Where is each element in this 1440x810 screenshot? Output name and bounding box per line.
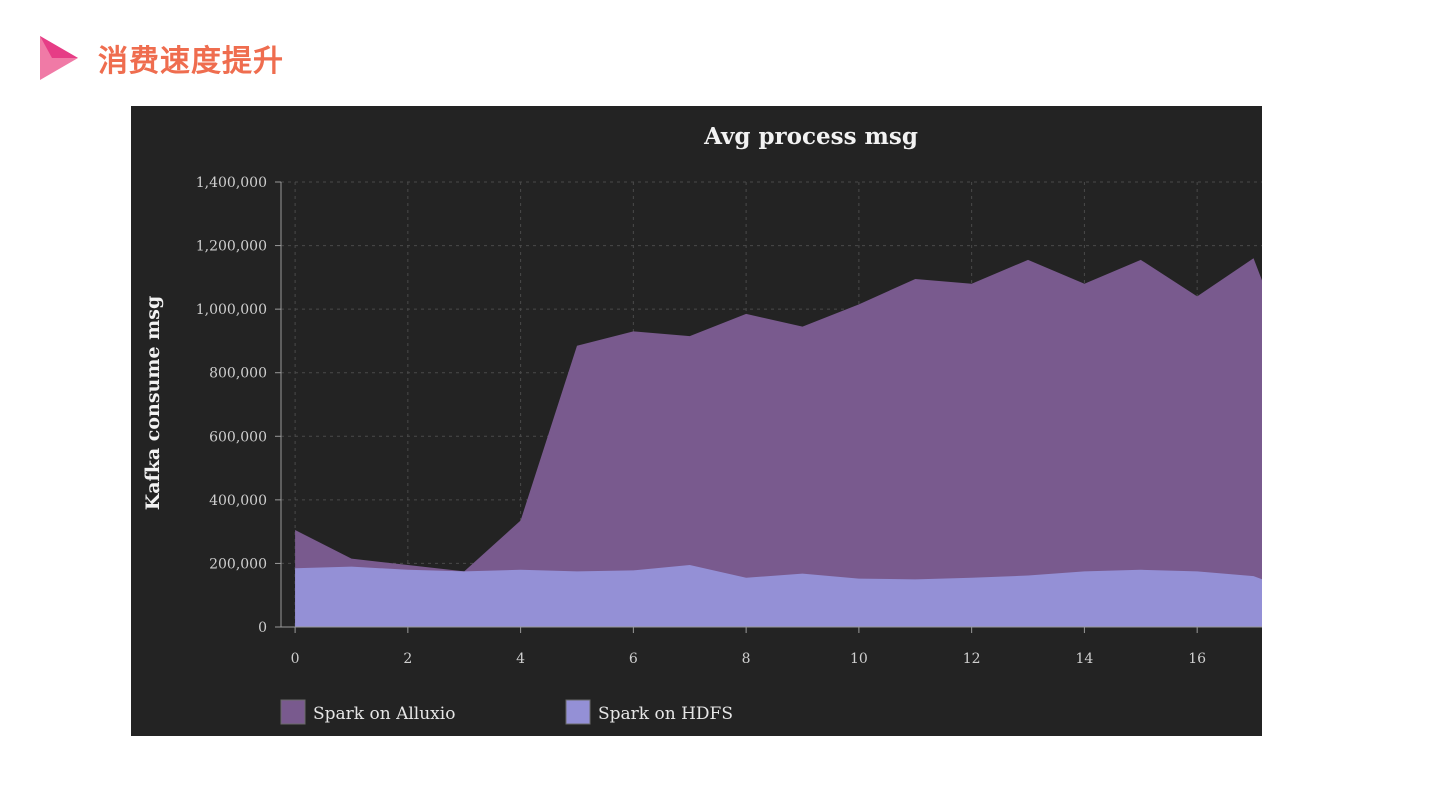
y-axis-label: Kafka consume msg [142, 296, 164, 511]
area-spark-on-hdfs [295, 565, 1262, 627]
legend-label: Spark on Alluxio [313, 704, 455, 724]
x-axis-ticks: 0 2 4 6 8 10 12 14 16 [291, 651, 1207, 667]
y-tick-label: 600,000 [209, 429, 267, 445]
x-tick-label: 14 [1075, 651, 1093, 667]
y-tick-label: 0 [258, 620, 267, 636]
x-tick-label: 4 [516, 651, 525, 667]
area-series [295, 258, 1262, 627]
x-tick-label: 16 [1188, 651, 1206, 667]
y-tick-label: 1,200,000 [196, 239, 267, 255]
legend-swatch [565, 699, 591, 725]
x-tick-label: 0 [291, 651, 300, 667]
x-tick-label: 10 [850, 651, 868, 667]
slide-header: 消费速度提升 [38, 30, 284, 86]
x-tick-label: 8 [742, 651, 751, 667]
area-chart: 0 200,000 400,000 600,000 800,000 1,000,000 1,… [142, 123, 1262, 725]
y-tick-label: 200,000 [209, 556, 267, 572]
x-tick-label: 2 [403, 651, 412, 667]
y-tick-label: 1,400,000 [196, 175, 267, 191]
y-tick-label: 800,000 [209, 366, 267, 382]
y-tick-label: 1,000,000 [196, 302, 267, 318]
x-tick-label: 6 [629, 651, 638, 667]
page-title: 消费速度提升 [98, 44, 284, 79]
chart-title: Avg process msg [703, 123, 918, 150]
y-tick-label: 400,000 [209, 493, 267, 509]
play-triangle-icon [40, 36, 78, 80]
legend-label: Spark on HDFS [598, 704, 733, 724]
x-tick-label: 12 [963, 651, 981, 667]
axes [275, 181, 1262, 633]
area-spark-on-alluxio [295, 258, 1262, 627]
legend: Spark on Alluxio Spark on HDFS [280, 699, 733, 725]
legend-swatch [280, 699, 306, 725]
chart-panel: 0 200,000 400,000 600,000 800,000 1,000,000 1,… [131, 106, 1262, 736]
y-axis-ticks: 0 200,000 400,000 600,000 800,000 1,000,000 1,… [196, 175, 267, 636]
